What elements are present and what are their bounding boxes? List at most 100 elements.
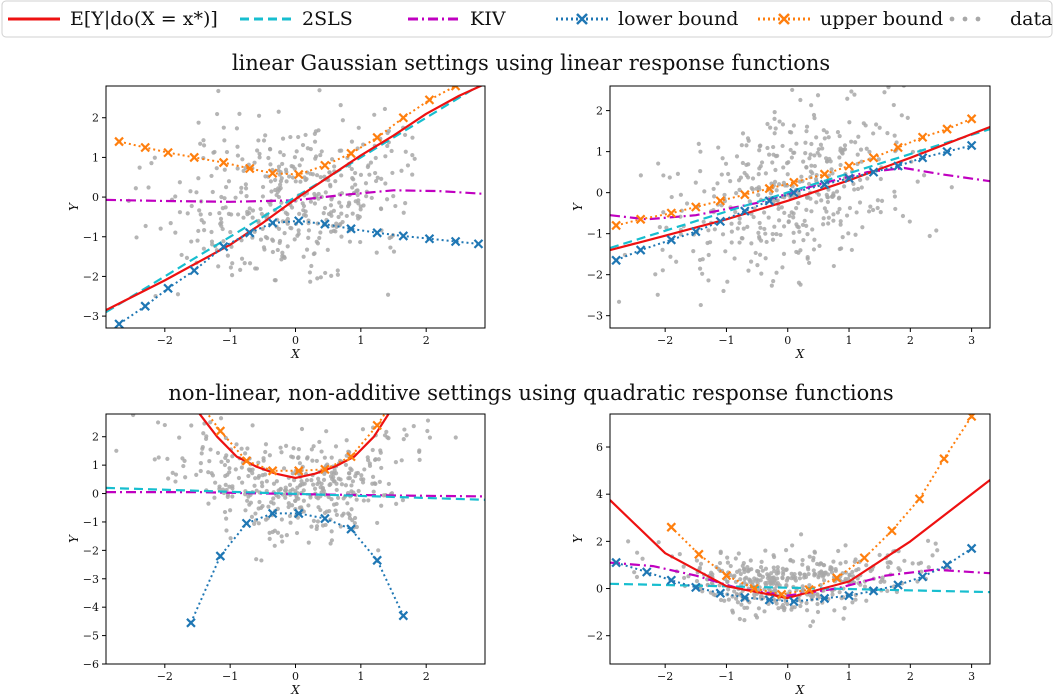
data-point [842,184,847,189]
data-point [882,90,887,95]
series-marker-upper [163,147,173,158]
data-point [749,186,754,191]
series-marker-lower [966,543,977,554]
data-point [879,577,885,582]
data-point [853,232,858,237]
data-point [797,576,803,581]
data-point [230,261,235,266]
data-point [857,200,863,205]
data-point [910,561,915,566]
data-point [228,508,233,513]
data-point [133,186,138,191]
data-point [811,568,816,573]
data-point [295,233,300,238]
data-point [733,209,738,215]
x-tick-label: 2 [907,334,914,347]
data-point [240,480,245,485]
series-marker-lower [868,167,879,177]
data-point [284,533,289,538]
data-point [245,212,250,217]
data-points [626,532,949,629]
data-point [388,245,393,250]
data-point [815,592,820,597]
data-point [853,597,858,602]
data-point [225,253,230,258]
data-point [842,605,847,611]
data-point [353,170,358,176]
data-point [782,210,787,215]
data-point [821,563,827,568]
data-point [279,176,284,181]
data-point [235,166,240,171]
data-point [800,584,805,589]
data-point [844,213,850,218]
data-point [235,212,241,217]
data-point [745,224,750,230]
data-point [809,209,814,214]
data-point [278,445,283,450]
data-point [242,261,247,266]
data-point [812,153,817,158]
data-point [320,487,325,492]
data-point [919,569,924,574]
data-point [312,201,318,206]
data-point [303,213,308,218]
data-point [233,195,238,200]
data-point [331,208,337,213]
data-point [217,210,222,216]
data-point [732,256,737,261]
data-point [199,218,204,223]
data-point [824,159,830,164]
data-point [319,449,324,454]
data-point [791,239,796,244]
x-tick-label: 0 [292,670,299,683]
series-marker-lower [715,216,726,227]
data-point [819,198,824,203]
data-point [815,601,820,607]
data-point [385,143,390,149]
data-point [301,498,306,503]
data-point [886,565,891,570]
data-point [252,483,257,488]
data-point [740,160,745,166]
data-point [292,477,297,483]
series-marker-lower [715,588,726,599]
data-point [790,543,795,548]
data-point [366,163,371,168]
data-point [218,416,224,421]
data-point [370,447,375,453]
data-point [789,155,794,160]
data-point [243,451,248,456]
data-point [425,418,431,423]
data-point [723,161,729,166]
data-point [748,558,753,563]
data-point [747,577,752,582]
data-point [308,199,313,204]
data-point [256,521,261,526]
data-point [134,235,139,240]
data-point [254,488,259,493]
data-point [383,154,388,159]
series-marker-lower [942,560,952,570]
data-point [122,376,126,380]
data-point [323,270,328,276]
data-point [949,185,954,190]
data-point [756,569,761,574]
data-point [700,271,705,276]
data-point [798,532,804,537]
data-point [661,210,666,215]
series-marker-lower [424,233,435,244]
data-point [776,606,781,611]
data-point [283,488,289,493]
data-point [276,109,281,114]
series-marker-upper [346,148,356,159]
data-point [934,228,939,233]
data-point [747,199,752,204]
data-point [757,220,762,226]
data-point [196,120,201,125]
series-marker-lower [372,228,382,238]
data-point [736,178,742,183]
data-point [162,422,167,428]
data-point [876,157,881,162]
data-point [285,216,290,222]
